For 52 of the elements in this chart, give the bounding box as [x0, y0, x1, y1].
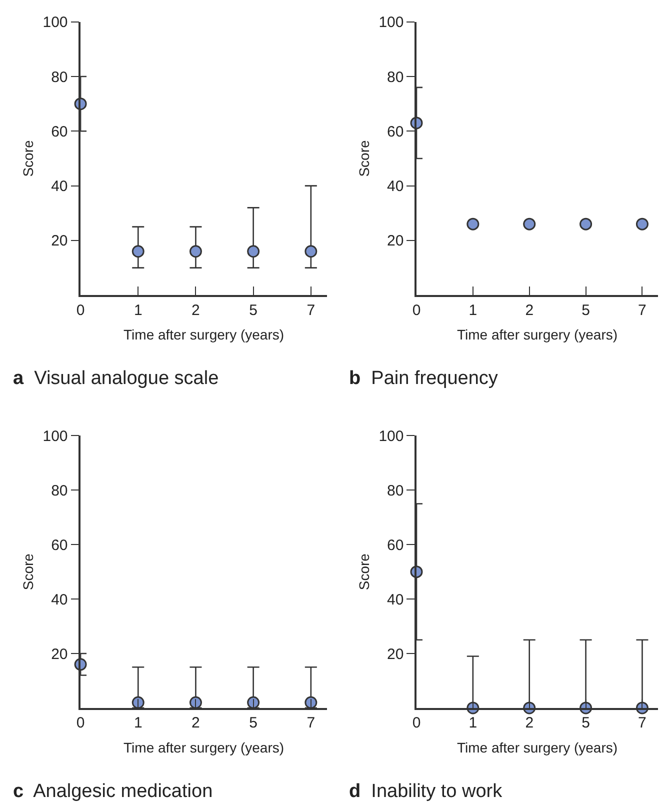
y-tick-label: 80 [51, 68, 68, 86]
y-tick-label: 80 [51, 482, 68, 500]
x-tick-label: 1 [468, 302, 478, 319]
y-tick-label: 20 [51, 232, 68, 250]
x-tick-label: 5 [582, 714, 590, 732]
y-axis-title: Score [356, 553, 372, 590]
text: d Inability to work [349, 781, 503, 802]
y-tick-label: 60 [387, 123, 404, 140]
x-tick-label: 7 [638, 302, 646, 319]
y-tick-label: 100 [378, 14, 404, 32]
y-tick-label: 100 [42, 14, 68, 32]
x-tick-label: 0 [412, 714, 421, 732]
x-axis-title: Time after surgery (years) [124, 326, 284, 343]
x-axis-title: Time after surgery (years) [457, 740, 618, 756]
x-tick-label: 1 [468, 714, 478, 732]
y-axis-title: Score [356, 140, 372, 177]
x-tick-label: 0 [76, 714, 85, 732]
y-tick-label: 80 [387, 68, 404, 86]
x-tick-label: 2 [192, 302, 200, 319]
y-tick-label: 80 [387, 482, 404, 500]
x-tick-label: 2 [192, 714, 200, 732]
x-axis-title: Time after surgery (years) [124, 740, 284, 756]
y-tick-label: 20 [387, 646, 404, 663]
y-tick-label: 100 [42, 428, 68, 445]
y-tick-label: 40 [387, 178, 404, 196]
x-tick-label: 7 [306, 302, 316, 319]
x-tick-label: 5 [249, 714, 258, 732]
y-tick-label: 60 [51, 536, 68, 554]
x-tick-label: 2 [525, 714, 534, 732]
x-tick-label: 5 [249, 302, 258, 319]
y-tick-label: 20 [51, 646, 68, 663]
y-tick-label: 20 [387, 232, 404, 250]
x-tick-label: 0 [412, 302, 421, 319]
x-tick-label: 0 [76, 302, 85, 319]
text: a Visual analogue scale [13, 368, 219, 389]
x-tick-label: 7 [306, 714, 316, 732]
text: c Analgesic medication [13, 781, 213, 802]
y-tick-label: 40 [387, 591, 404, 608]
y-tick-label: 40 [51, 178, 68, 196]
x-tick-label: 1 [134, 714, 142, 732]
x-axis-title: Time after surgery (years) [457, 326, 618, 343]
y-tick-label: 40 [51, 591, 68, 608]
y-axis-title: Score [20, 140, 36, 177]
x-tick-label: 2 [525, 302, 534, 319]
text: b Pain frequency [349, 368, 498, 389]
y-axis-title: Score [20, 553, 36, 590]
x-tick-label: 5 [582, 302, 590, 319]
x-tick-label: 1 [134, 302, 142, 319]
y-tick-label: 100 [378, 428, 404, 445]
y-tick-label: 60 [51, 123, 68, 140]
x-tick-label: 7 [638, 714, 646, 732]
y-tick-label: 60 [387, 536, 404, 554]
